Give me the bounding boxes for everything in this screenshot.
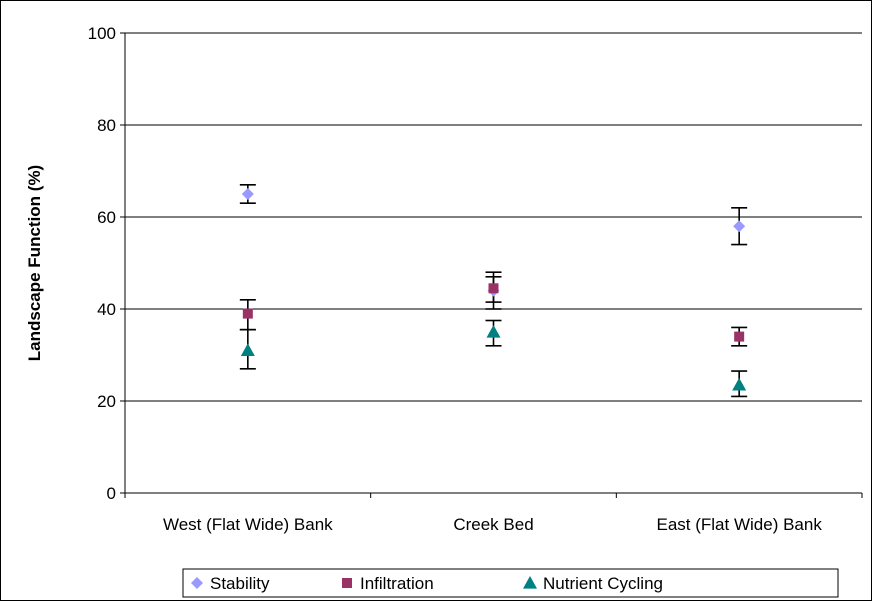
- axes: [120, 32, 863, 498]
- legend-marker-nutrient-cycling: [523, 576, 537, 589]
- y-axis-title: Landscape Function (%): [25, 165, 44, 361]
- y-tick-label: 60: [97, 208, 116, 227]
- legend-label-infiltration: Infiltration: [360, 574, 434, 593]
- data-point-nutrient-cycling: [240, 343, 255, 356]
- data-point-infiltration: [734, 331, 745, 342]
- y-tick-label: 0: [107, 484, 116, 503]
- legend-marker-infiltration: [342, 578, 352, 588]
- data-point-stability: [733, 220, 746, 233]
- legend-marker-stability: [191, 577, 203, 589]
- x-tick-label: West (Flat Wide) Bank: [163, 515, 333, 534]
- data-point-nutrient-cycling: [732, 377, 747, 391]
- legend-box: [182, 568, 839, 598]
- data-point-nutrient-cycling: [486, 325, 501, 338]
- data-point-infiltration: [242, 308, 253, 319]
- legend-label-stability: Stability: [210, 574, 270, 593]
- x-tick-label: East (Flat Wide) Bank: [657, 515, 823, 534]
- y-tick-label: 100: [88, 24, 116, 43]
- data-point-stability: [241, 188, 254, 200]
- y-tick-label: 80: [97, 116, 116, 135]
- legend: Stability Infiltration Nutrient Cycling: [182, 568, 839, 598]
- y-tick-label: 40: [97, 300, 116, 319]
- legend-label-nutrient-cycling: Nutrient Cycling: [543, 574, 663, 593]
- data-points: [240, 188, 747, 391]
- axis-labels: 0 20 40 60 80 100 West (Flat Wide) Bank Creek B…: [25, 24, 822, 534]
- x-tick-label: Creek Bed: [453, 515, 533, 534]
- y-tick-label: 20: [97, 392, 116, 411]
- data-point-infiltration: [488, 283, 499, 294]
